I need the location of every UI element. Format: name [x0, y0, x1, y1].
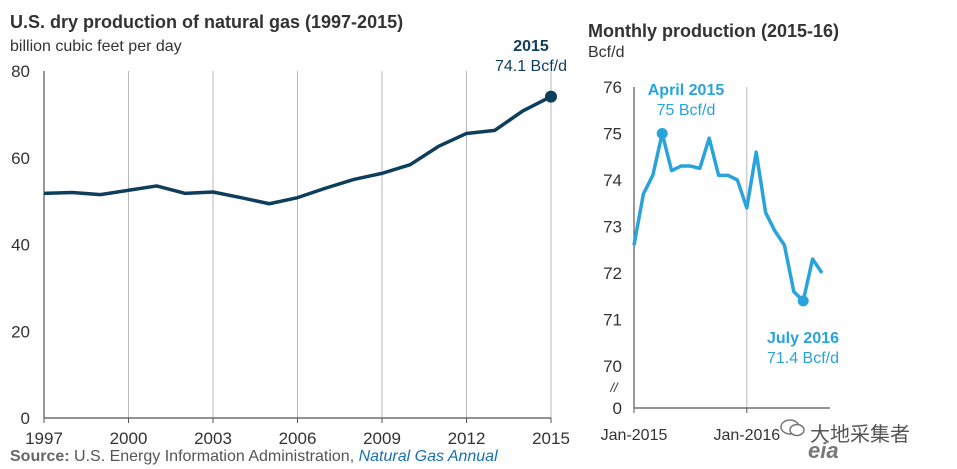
- eia-logo: eia: [808, 438, 839, 463]
- left-y-tick-label: 40: [11, 236, 30, 255]
- left-callout-value: 74.1 Bcf/d: [495, 58, 567, 75]
- wechat-icon: [780, 419, 805, 437]
- right-chart-subtitle: Bcf/d: [588, 44, 625, 61]
- left-x-tick-label: 2003: [194, 429, 232, 448]
- left-x-tick-label: 2006: [279, 429, 317, 448]
- right-callout2-value: 71.4 Bcf/d: [767, 350, 839, 367]
- right-y-tick-label: 0: [613, 399, 622, 418]
- left-x-tick-label: 2015: [532, 429, 570, 448]
- left-chart-subtitle: billion cubic feet per day: [10, 38, 182, 55]
- right-highlight-point: [797, 295, 809, 307]
- right-y-tick-label: 70: [603, 357, 622, 376]
- watermark-text: 大地采集者: [810, 424, 910, 446]
- right-y-tick-label: 73: [603, 218, 622, 237]
- source-note: Source: U.S. Energy Information Administ…: [10, 448, 498, 466]
- right-series-line: [632, 131, 824, 303]
- source-label: Source:: [10, 448, 70, 465]
- right-highlight-point: [656, 128, 668, 139]
- left-y-tick-label: 20: [11, 322, 30, 341]
- left-x-tick-label: 2012: [448, 429, 486, 448]
- right-y-tick-label: 72: [603, 264, 622, 283]
- right-axis-break: //: [609, 380, 619, 395]
- left-highlight-point: [545, 90, 557, 103]
- left-chart: 0 20 40 60 80 1997 2000 2003 2006 2009 2012 2015: [11, 62, 570, 448]
- left-x-tick-label: 2009: [363, 429, 401, 448]
- source-publication-link[interactable]: Natural Gas Annual: [358, 448, 498, 465]
- left-y-tick-label: 60: [11, 149, 30, 168]
- right-callout1-label: April 2015: [648, 82, 725, 99]
- right-x-tick-label: Jan-2016: [713, 427, 780, 444]
- left-series-line: [43, 95, 552, 206]
- left-x-tick-label: 1997: [25, 429, 63, 448]
- right-y-tick-label: 71: [603, 311, 622, 330]
- callouts: 2015 74.1 Bcf/d April 2015 75 Bcf/d July…: [495, 38, 839, 395]
- right-y-tick-label: 75: [603, 125, 622, 144]
- left-x-tick-label: 2000: [110, 429, 148, 448]
- right-y-tick-label: 74: [603, 171, 622, 190]
- right-y-tick-label: 76: [603, 78, 622, 97]
- right-chart: 0 70 71 72 73 74 75 76 Jan-2015 Jan-2016: [601, 78, 830, 444]
- source-text: U.S. Energy Information Administration,: [69, 448, 359, 465]
- left-callout-year: 2015: [513, 38, 549, 55]
- left-chart-title: U.S. dry production of natural gas (1997…: [10, 12, 404, 32]
- right-callout2-label: July 2016: [767, 330, 839, 347]
- right-x-tick-label: Jan-2015: [601, 427, 668, 444]
- right-chart-title: Monthly production (2015-16): [588, 21, 840, 41]
- left-y-tick-label: 80: [11, 62, 30, 81]
- left-y-tick-label: 0: [21, 409, 30, 428]
- right-callout1-value: 75 Bcf/d: [657, 102, 716, 119]
